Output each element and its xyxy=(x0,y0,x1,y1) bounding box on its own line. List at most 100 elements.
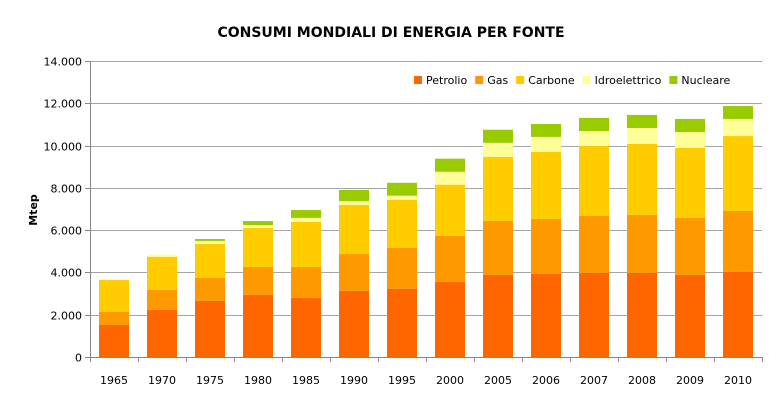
legend-label-nucleare: Nucleare xyxy=(681,74,730,87)
y-tick-label: 10.000 xyxy=(44,141,83,154)
bar-segment-petrolio-1980 xyxy=(243,294,273,357)
bar-segment-carbone-1985 xyxy=(291,221,321,267)
bar-segment-petrolio-2009 xyxy=(675,274,705,357)
bar-segment-carbone-1990 xyxy=(339,204,369,255)
bar-segment-petrolio-1990 xyxy=(339,290,369,357)
bar-segment-petrolio-2000 xyxy=(435,281,465,357)
x-tick-label: 1970 xyxy=(148,374,176,387)
bar-segment-petrolio-1965 xyxy=(99,324,129,357)
bar-segment-idroelettrico-1995 xyxy=(387,195,417,200)
bar-segment-gas-1980 xyxy=(243,266,273,295)
bar-segment-carbone-1995 xyxy=(387,199,417,248)
x-tick-label: 2000 xyxy=(436,374,464,387)
bar-segment-idroelettrico-2000 xyxy=(435,171,465,185)
bar-segment-gas-2005 xyxy=(483,220,513,275)
bar-segment-carbone-2009 xyxy=(675,147,705,218)
legend-label-petrolio: Petrolio xyxy=(426,74,467,87)
bar-segment-gas-2007 xyxy=(579,215,609,273)
bar-segment-carbone-1975 xyxy=(195,243,225,278)
bar-segment-nucleare-2010 xyxy=(723,106,753,119)
bar-segment-carbone-2006 xyxy=(531,151,561,219)
x-tick-label: 1995 xyxy=(388,374,416,387)
y-tick-label: 8.000 xyxy=(51,183,83,196)
bar-segment-idroelettrico-1965 xyxy=(99,279,129,281)
bar-segment-carbone-2000 xyxy=(435,184,465,236)
bar-segment-idroelettrico-2006 xyxy=(531,136,561,152)
bar-segment-idroelettrico-2009 xyxy=(675,132,705,148)
bar-segment-gas-2006 xyxy=(531,218,561,274)
axes xyxy=(85,61,763,362)
legend-swatch-petrolio xyxy=(414,76,422,84)
bar-segment-carbone-1970 xyxy=(147,256,177,290)
bar-segment-petrolio-2008 xyxy=(627,272,657,357)
x-tick-label: 1965 xyxy=(100,374,128,387)
bar-segment-gas-1995 xyxy=(387,247,417,289)
bar-segment-nucleare-1995 xyxy=(387,182,417,196)
bar-segment-nucleare-2005 xyxy=(483,129,513,143)
bar-segment-gas-1990 xyxy=(339,254,369,291)
bar-segment-nucleare-1990 xyxy=(339,189,369,201)
bar-segment-nucleare-1975 xyxy=(195,239,225,241)
bar-segment-idroelettrico-2008 xyxy=(627,128,657,144)
bar-segment-petrolio-1975 xyxy=(195,300,225,357)
bar-segment-idroelettrico-1980 xyxy=(243,225,273,229)
bar-segment-nucleare-2007 xyxy=(579,117,609,131)
y-tick-labels: 0 2.000 4.000 6.000 8.000 10.000 12.000 14.000 xyxy=(44,56,83,365)
x-tick-label: 1975 xyxy=(196,374,224,387)
y-tick-label: 0 xyxy=(75,352,82,365)
x-tick-label: 2007 xyxy=(580,374,608,387)
legend-label-gas: Gas xyxy=(487,74,508,87)
y-axis-label: Mtep xyxy=(27,194,40,226)
y-tick-label: 12.000 xyxy=(44,98,83,111)
bar-segment-gas-1985 xyxy=(291,266,321,298)
legend: Petrolio Gas Carbone Idroelettrico Nucleare xyxy=(414,74,730,87)
bar-segment-petrolio-2005 xyxy=(483,274,513,357)
bar-segment-petrolio-1985 xyxy=(291,297,321,357)
legend-label-idroelettrico: Idroelettrico xyxy=(595,74,662,87)
bar-segment-nucleare-2008 xyxy=(627,114,657,129)
y-tick-label: 14.000 xyxy=(44,56,83,69)
bar-segment-gas-2008 xyxy=(627,214,657,273)
x-tick-label: 1985 xyxy=(292,374,320,387)
bar-segment-gas-2010 xyxy=(723,210,753,272)
bar-segment-nucleare-1985 xyxy=(291,210,321,218)
bar-segment-gas-1965 xyxy=(99,311,129,325)
x-tick-label: 1990 xyxy=(340,374,368,387)
y-tick-label: 2.000 xyxy=(51,310,83,323)
bar-segment-idroelettrico-1970 xyxy=(147,254,177,257)
y-tick-label: 4.000 xyxy=(51,267,83,280)
bar-segment-idroelettrico-2007 xyxy=(579,130,609,146)
legend-label-carbone: Carbone xyxy=(528,74,575,87)
bar-segment-carbone-2010 xyxy=(723,136,753,211)
x-tick-labels: 1965 1970 1975 1980 1985 1990 1995 2000 2005 2006… xyxy=(100,374,752,387)
x-tick-label: 1980 xyxy=(244,374,272,387)
bar-segment-nucleare-2006 xyxy=(531,124,561,137)
legend-swatch-idroelettrico xyxy=(582,76,591,84)
bar-segment-gas-1970 xyxy=(147,289,177,310)
x-tick-label: 2009 xyxy=(676,374,704,387)
y-tick-label: 6.000 xyxy=(51,225,83,238)
bar-segment-carbone-2007 xyxy=(579,145,609,216)
bar-segment-nucleare-2000 xyxy=(435,158,465,172)
legend-swatch-carbone xyxy=(516,76,525,84)
legend-swatch-gas xyxy=(475,76,484,84)
bar-segment-nucleare-1980 xyxy=(243,221,273,226)
x-tick-label: 2006 xyxy=(532,374,560,387)
bar-segment-nucleare-2009 xyxy=(675,118,705,133)
bar-segment-gas-2009 xyxy=(675,217,705,275)
bar-segment-petrolio-1970 xyxy=(147,309,177,357)
x-tick-label: 2008 xyxy=(628,374,656,387)
bar-segment-idroelettrico-1990 xyxy=(339,200,369,205)
chart-title: CONSUMI MONDIALI DI ENERGIA PER FONTE xyxy=(217,25,564,41)
gridlines xyxy=(90,61,762,316)
bar-segment-idroelettrico-2010 xyxy=(723,118,753,137)
bar-segment-petrolio-1995 xyxy=(387,288,417,357)
bar-segment-carbone-2008 xyxy=(627,143,657,215)
bar-segment-idroelettrico-1975 xyxy=(195,240,225,244)
bar-segment-carbone-2005 xyxy=(483,156,513,221)
bar-segment-petrolio-2006 xyxy=(531,273,561,357)
bar-segment-idroelettrico-1985 xyxy=(291,217,321,222)
bar-segment-carbone-1980 xyxy=(243,228,273,267)
x-tick-label: 2010 xyxy=(724,374,752,387)
